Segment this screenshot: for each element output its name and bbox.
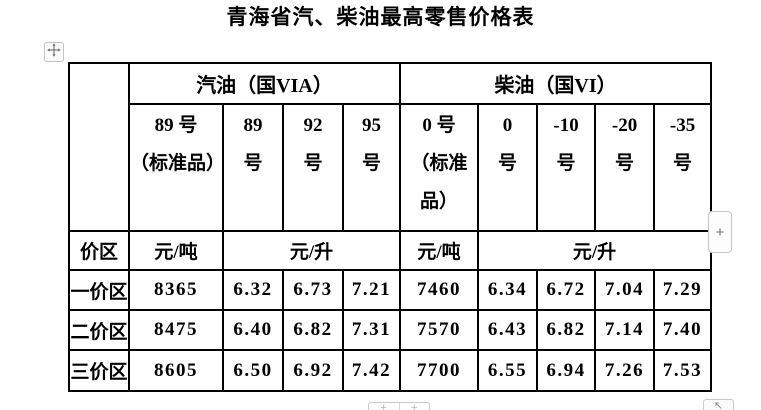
- unit-area-label[interactable]: 价区: [68, 230, 130, 271]
- cell-zone2-gas-89[interactable]: 6.40: [222, 309, 284, 351]
- unit-gas-per-ton[interactable]: 元/吨: [128, 230, 224, 271]
- col-header-diesel-neg35[interactable]: -35 号: [653, 103, 713, 232]
- cell-zone3-gas-89[interactable]: 6.50: [222, 349, 284, 392]
- plus-icon: +: [715, 223, 725, 241]
- cell-zone1-diesel-neg10[interactable]: 6.72: [536, 269, 597, 311]
- header-line: （标准: [410, 153, 468, 174]
- cell-zone3-gas-ton[interactable]: 8605: [128, 349, 224, 392]
- cell-zone1-diesel-neg20[interactable]: 7.04: [594, 269, 656, 311]
- header-line: 号: [556, 153, 576, 174]
- header-line: 92: [303, 115, 323, 136]
- unit-diesel-per-liter[interactable]: 元/升: [477, 230, 713, 271]
- pan-corner-button[interactable]: ↖: [703, 399, 734, 410]
- cell-zone2-gas-95[interactable]: 7.31: [341, 309, 402, 351]
- cell-zone2-gas-92[interactable]: 6.82: [282, 309, 344, 351]
- cell-zone1-diesel-ton[interactable]: 7460: [399, 269, 480, 311]
- move-icon: [47, 42, 61, 62]
- cell-zone2-diesel-neg20[interactable]: 7.14: [594, 309, 656, 351]
- header-line: -10: [553, 115, 579, 136]
- header-line: 号: [673, 153, 693, 174]
- group-header-diesel[interactable]: 柴油（国VI）: [399, 62, 713, 105]
- col-header-gas-89[interactable]: 89 号: [222, 103, 284, 232]
- header-line: -20: [611, 115, 638, 136]
- cell-zone1-gas-ton[interactable]: 8365: [128, 269, 224, 311]
- insert-column-button[interactable]: +: [708, 211, 732, 253]
- header-line: -35: [669, 115, 696, 136]
- header-line: 95: [362, 115, 382, 136]
- plus-icon: +: [369, 403, 400, 410]
- header-line: （标准品）: [130, 153, 223, 174]
- cell-zone1-gas-92[interactable]: 6.73: [282, 269, 344, 311]
- header-line: 号: [243, 153, 263, 174]
- col-header-diesel-neg20[interactable]: -20 号: [594, 103, 656, 232]
- cell-zone1-gas-89[interactable]: 6.32: [222, 269, 284, 311]
- cell-zone1-diesel-0[interactable]: 6.34: [477, 269, 539, 311]
- header-line: 0: [502, 115, 513, 136]
- cell-zone2-diesel-0[interactable]: 6.43: [477, 309, 539, 351]
- cell-zone3-diesel-neg35[interactable]: 7.53: [653, 349, 713, 392]
- cell-zone3-diesel-neg10[interactable]: 6.94: [536, 349, 597, 392]
- header-line: 0 号: [422, 115, 456, 136]
- cell-zone3-diesel-ton[interactable]: 7700: [399, 349, 480, 392]
- unit-diesel-per-ton[interactable]: 元/吨: [399, 230, 480, 271]
- cell-zone3-diesel-0[interactable]: 6.55: [477, 349, 539, 392]
- header-line: 号: [498, 153, 518, 174]
- cell-zone2-gas-ton[interactable]: 8475: [128, 309, 224, 351]
- header-line: 号: [303, 153, 323, 174]
- col-header-gas-92[interactable]: 92 号: [282, 103, 344, 232]
- col-header-gas-89-standard[interactable]: 89 号 （标准品）: [128, 103, 224, 232]
- header-line: 号: [615, 153, 635, 174]
- cell-zone3-gas-92[interactable]: 6.92: [282, 349, 344, 392]
- header-line: 号: [362, 153, 382, 174]
- cell-zone1-diesel-neg35[interactable]: 7.29: [653, 269, 713, 311]
- unit-gas-per-liter[interactable]: 元/升: [221, 230, 402, 271]
- col-header-diesel-0-standard[interactable]: 0 号 （标准 品）: [399, 103, 480, 232]
- plus-icon: +: [411, 402, 418, 410]
- page-title[interactable]: 青海省汽、柴油最高零售价格表: [226, 5, 535, 29]
- header-line: 89 号: [154, 115, 198, 136]
- cell-zone1-gas-95[interactable]: 7.21: [341, 269, 402, 311]
- cell-zone3-diesel-neg20[interactable]: 7.26: [594, 349, 656, 392]
- col-header-diesel-neg10[interactable]: -10 号: [536, 103, 597, 232]
- insert-row-button[interactable]: + +: [368, 402, 430, 410]
- table-move-handle[interactable]: [44, 42, 64, 62]
- cell-zone3-gas-95[interactable]: 7.42: [341, 349, 402, 392]
- group-header-gasoline[interactable]: 汽油（国VIA）: [127, 62, 402, 105]
- row-label-zone3[interactable]: 三价区: [68, 349, 130, 392]
- cell-zone2-diesel-neg35[interactable]: 7.40: [653, 309, 713, 351]
- corner-cell[interactable]: [68, 62, 130, 232]
- header-line: 品）: [420, 191, 459, 212]
- fuel-price-table: 汽油（国VIA） 柴油（国VI） 89 号 （标准品） 89 号 92 号 95…: [68, 62, 713, 392]
- row-label-zone2[interactable]: 二价区: [68, 309, 130, 351]
- col-header-diesel-0[interactable]: 0 号: [477, 103, 539, 232]
- cell-zone2-diesel-ton[interactable]: 7570: [399, 309, 480, 351]
- col-header-gas-95[interactable]: 95 号: [341, 103, 402, 232]
- cell-zone2-diesel-neg10[interactable]: 6.82: [536, 309, 597, 351]
- row-label-zone1[interactable]: 一价区: [68, 269, 130, 311]
- header-line: 89: [243, 115, 263, 136]
- arrow-up-left-icon: ↖: [713, 399, 724, 410]
